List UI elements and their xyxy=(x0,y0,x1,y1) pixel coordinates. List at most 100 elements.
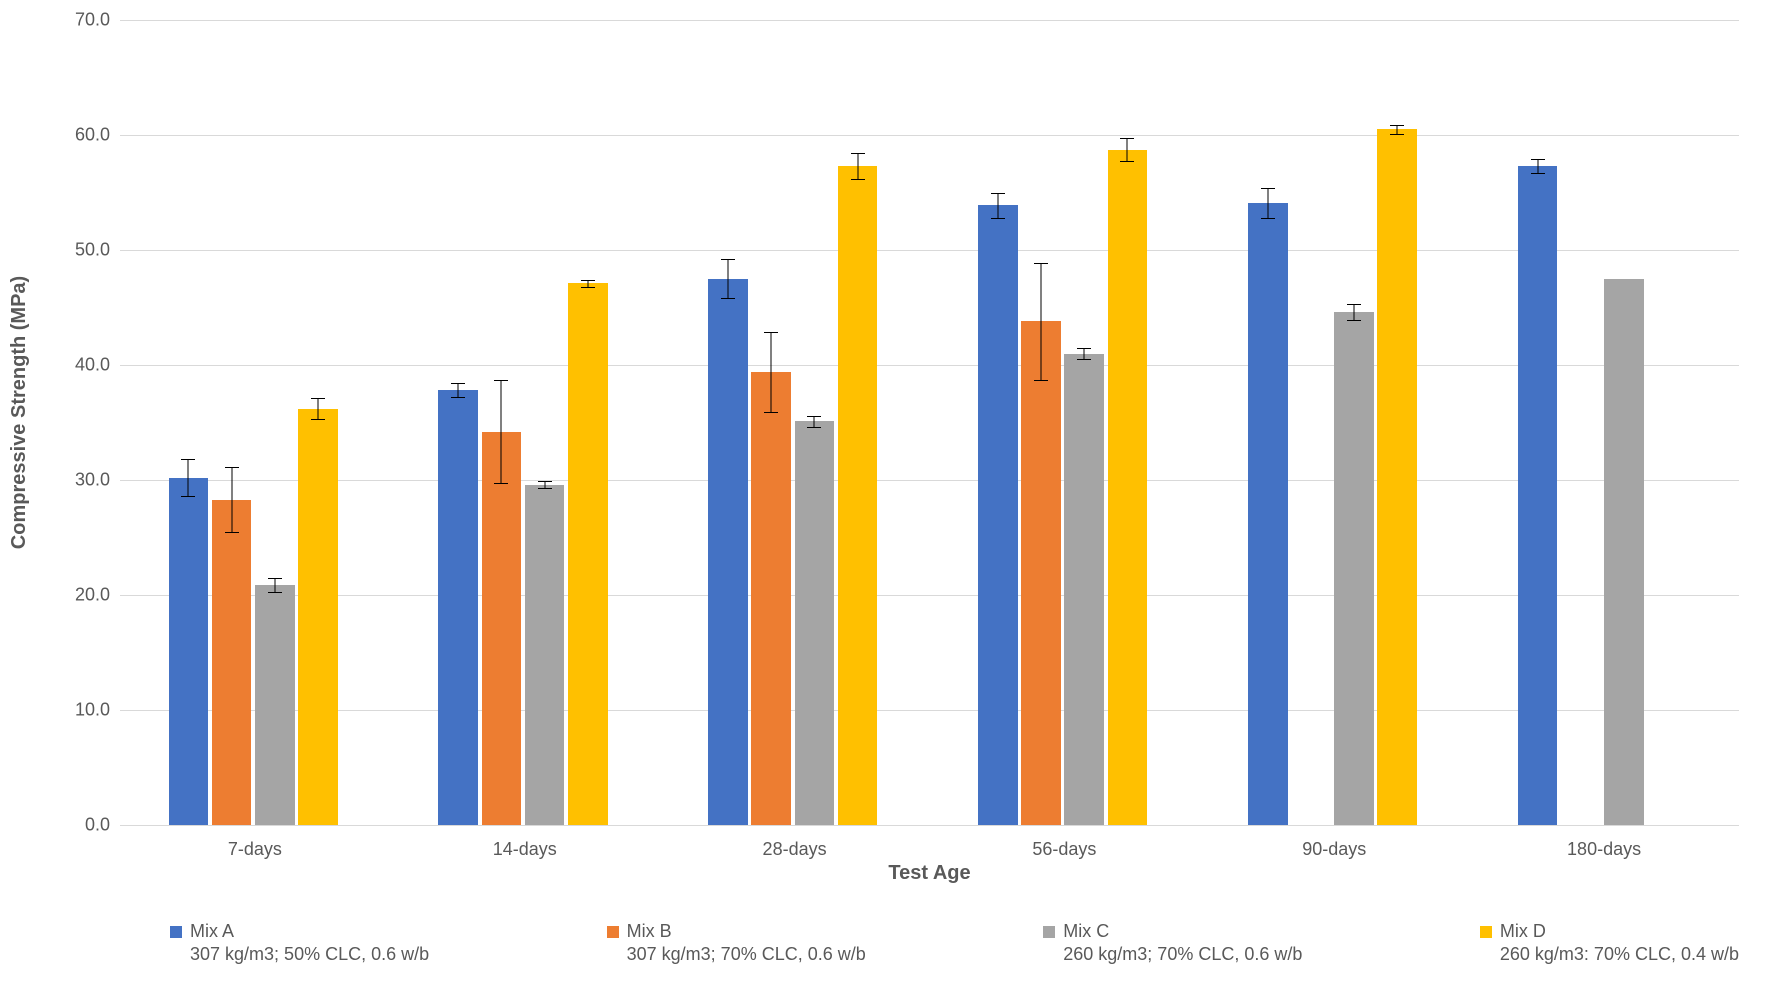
error-cap xyxy=(268,592,282,593)
error-bar xyxy=(231,467,232,531)
y-tick-label: 50.0 xyxy=(50,240,110,261)
gridline xyxy=(120,595,1739,596)
error-cap xyxy=(1120,138,1134,139)
bar-mixC xyxy=(255,585,295,825)
error-cap xyxy=(494,483,508,484)
x-tick-label: 90-days xyxy=(1302,839,1366,860)
error-bar xyxy=(544,481,545,488)
error-cap xyxy=(851,179,865,180)
legend-label: Mix C xyxy=(1063,920,1302,943)
legend-sublabel: 307 kg/m3; 70% CLC, 0.6 w/b xyxy=(627,943,866,966)
error-cap xyxy=(538,481,552,482)
gridline xyxy=(120,365,1739,366)
legend-text: Mix D260 kg/m3: 70% CLC, 0.4 w/b xyxy=(1500,920,1739,965)
legend-sublabel: 307 kg/m3; 50% CLC, 0.6 w/b xyxy=(190,943,429,966)
bar-mixD xyxy=(838,166,878,825)
error-cap xyxy=(268,578,282,579)
bar-mixA xyxy=(978,205,1018,825)
error-cap xyxy=(991,193,1005,194)
error-cap xyxy=(1120,161,1134,162)
error-bar xyxy=(1084,348,1085,360)
gridline xyxy=(120,20,1739,21)
x-tick-label: 180-days xyxy=(1567,839,1641,860)
error-cap xyxy=(538,488,552,489)
bar-mixB xyxy=(212,500,252,825)
error-cap xyxy=(451,397,465,398)
x-tick-label: 28-days xyxy=(763,839,827,860)
error-cap xyxy=(1531,173,1545,174)
bar-mixA xyxy=(1248,203,1288,825)
error-cap xyxy=(1347,304,1361,305)
error-bar xyxy=(997,193,998,218)
y-tick-label: 70.0 xyxy=(50,10,110,31)
error-cap xyxy=(1531,159,1545,160)
x-tick-label: 14-days xyxy=(493,839,557,860)
error-cap xyxy=(721,259,735,260)
bar-mixB xyxy=(751,372,791,825)
error-cap xyxy=(1261,188,1275,189)
gridline xyxy=(120,250,1739,251)
y-tick-label: 20.0 xyxy=(50,585,110,606)
error-cap xyxy=(494,380,508,381)
gridline xyxy=(120,480,1739,481)
error-cap xyxy=(1077,348,1091,349)
error-bar xyxy=(1397,125,1398,134)
error-bar xyxy=(188,459,189,496)
error-bar xyxy=(458,383,459,397)
y-axis-title: Compressive Strength (MPa) xyxy=(0,0,40,825)
error-cap xyxy=(807,427,821,428)
error-bar xyxy=(1267,188,1268,218)
error-cap xyxy=(181,459,195,460)
bar-mixC xyxy=(795,421,835,825)
error-cap xyxy=(764,332,778,333)
chart-container: Compressive Strength (MPa) 0.010.020.030… xyxy=(0,0,1769,985)
y-tick-label: 30.0 xyxy=(50,470,110,491)
error-cap xyxy=(1261,218,1275,219)
legend-swatch xyxy=(170,926,182,938)
error-cap xyxy=(311,398,325,399)
error-bar xyxy=(317,398,318,419)
error-cap xyxy=(225,532,239,533)
error-cap xyxy=(991,218,1005,219)
error-cap xyxy=(1347,320,1361,321)
error-cap xyxy=(581,287,595,288)
bar-mixA xyxy=(708,279,748,825)
bar-mixA xyxy=(169,478,209,825)
error-bar xyxy=(501,380,502,484)
gridline xyxy=(120,135,1739,136)
error-cap xyxy=(764,412,778,413)
x-tick-label: 56-days xyxy=(1032,839,1096,860)
y-axis-title-text: Compressive Strength (MPa) xyxy=(9,276,32,549)
error-cap xyxy=(1390,134,1404,135)
bar-mixC xyxy=(525,485,565,825)
error-cap xyxy=(721,298,735,299)
legend-swatch xyxy=(607,926,619,938)
plot-area: 0.010.020.030.040.050.060.070.07-days14-… xyxy=(120,20,1739,825)
bar-mixC xyxy=(1334,312,1374,825)
error-bar xyxy=(587,280,588,287)
error-bar xyxy=(1537,159,1538,173)
error-bar xyxy=(1041,263,1042,380)
legend: Mix A307 kg/m3; 50% CLC, 0.6 w/bMix B307… xyxy=(170,920,1739,965)
legend-text: Mix C260 kg/m3; 70% CLC, 0.6 w/b xyxy=(1063,920,1302,965)
error-cap xyxy=(851,153,865,154)
legend-label: Mix A xyxy=(190,920,429,943)
bar-mixD xyxy=(568,283,608,825)
y-tick-label: 60.0 xyxy=(50,125,110,146)
x-axis-title: Test Age xyxy=(120,862,1739,885)
legend-label: Mix D xyxy=(1500,920,1739,943)
y-tick-label: 40.0 xyxy=(50,355,110,376)
error-cap xyxy=(1034,380,1048,381)
error-cap xyxy=(181,496,195,497)
legend-text: Mix A307 kg/m3; 50% CLC, 0.6 w/b xyxy=(190,920,429,965)
gridline xyxy=(120,710,1739,711)
y-tick-label: 0.0 xyxy=(50,815,110,836)
error-bar xyxy=(1354,304,1355,320)
error-cap xyxy=(451,383,465,384)
x-tick-label: 7-days xyxy=(228,839,282,860)
y-tick-label: 10.0 xyxy=(50,700,110,721)
bar-mixB xyxy=(1021,321,1061,825)
error-bar xyxy=(1127,138,1128,161)
error-cap xyxy=(1390,125,1404,126)
legend-item-mixD: Mix D260 kg/m3: 70% CLC, 0.4 w/b xyxy=(1480,920,1739,965)
